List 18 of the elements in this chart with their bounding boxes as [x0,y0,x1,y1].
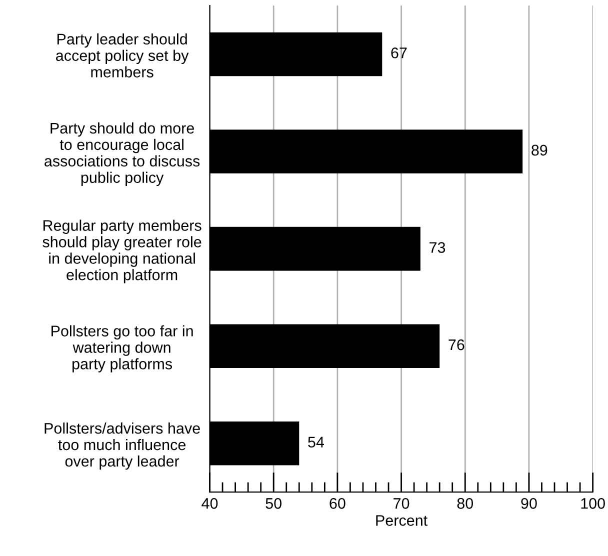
x-tick-label: 40 [202,498,218,509]
data-label: 89 [532,144,548,156]
x-tick-label: 100 [581,498,605,509]
data-label: 76 [448,339,464,350]
x-tick-label: 60 [330,498,346,509]
data-label: 67 [391,47,407,58]
y-tick-label: Pollsters go too far in watering down party platforms [52,325,193,372]
y-tick-label: Regular party members should play greater role in developing national election platform [42,220,202,284]
y-tick-label: Pollsters/advisers have too much influence over party leader [44,422,200,470]
x-tick-label: 80 [457,498,474,509]
x-tick-label: 90 [521,498,537,509]
x-axis-title: Percent [376,515,428,526]
y-tick-label: Party leader should accept policy set by members [56,33,189,78]
data-label: 54 [308,436,324,448]
x-tick-label: 70 [394,498,410,509]
y-tick-label: Party should do more to encourage local associations to discuss public policy [44,122,200,186]
data-label: 73 [430,242,446,253]
x-tick-label: 50 [266,498,282,509]
